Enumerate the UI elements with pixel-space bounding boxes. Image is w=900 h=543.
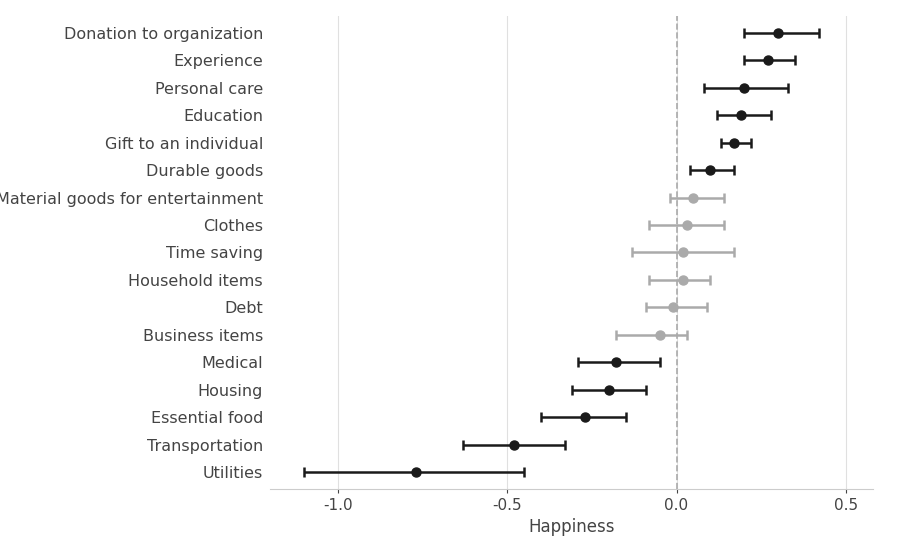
X-axis label: Happiness: Happiness <box>528 518 615 536</box>
